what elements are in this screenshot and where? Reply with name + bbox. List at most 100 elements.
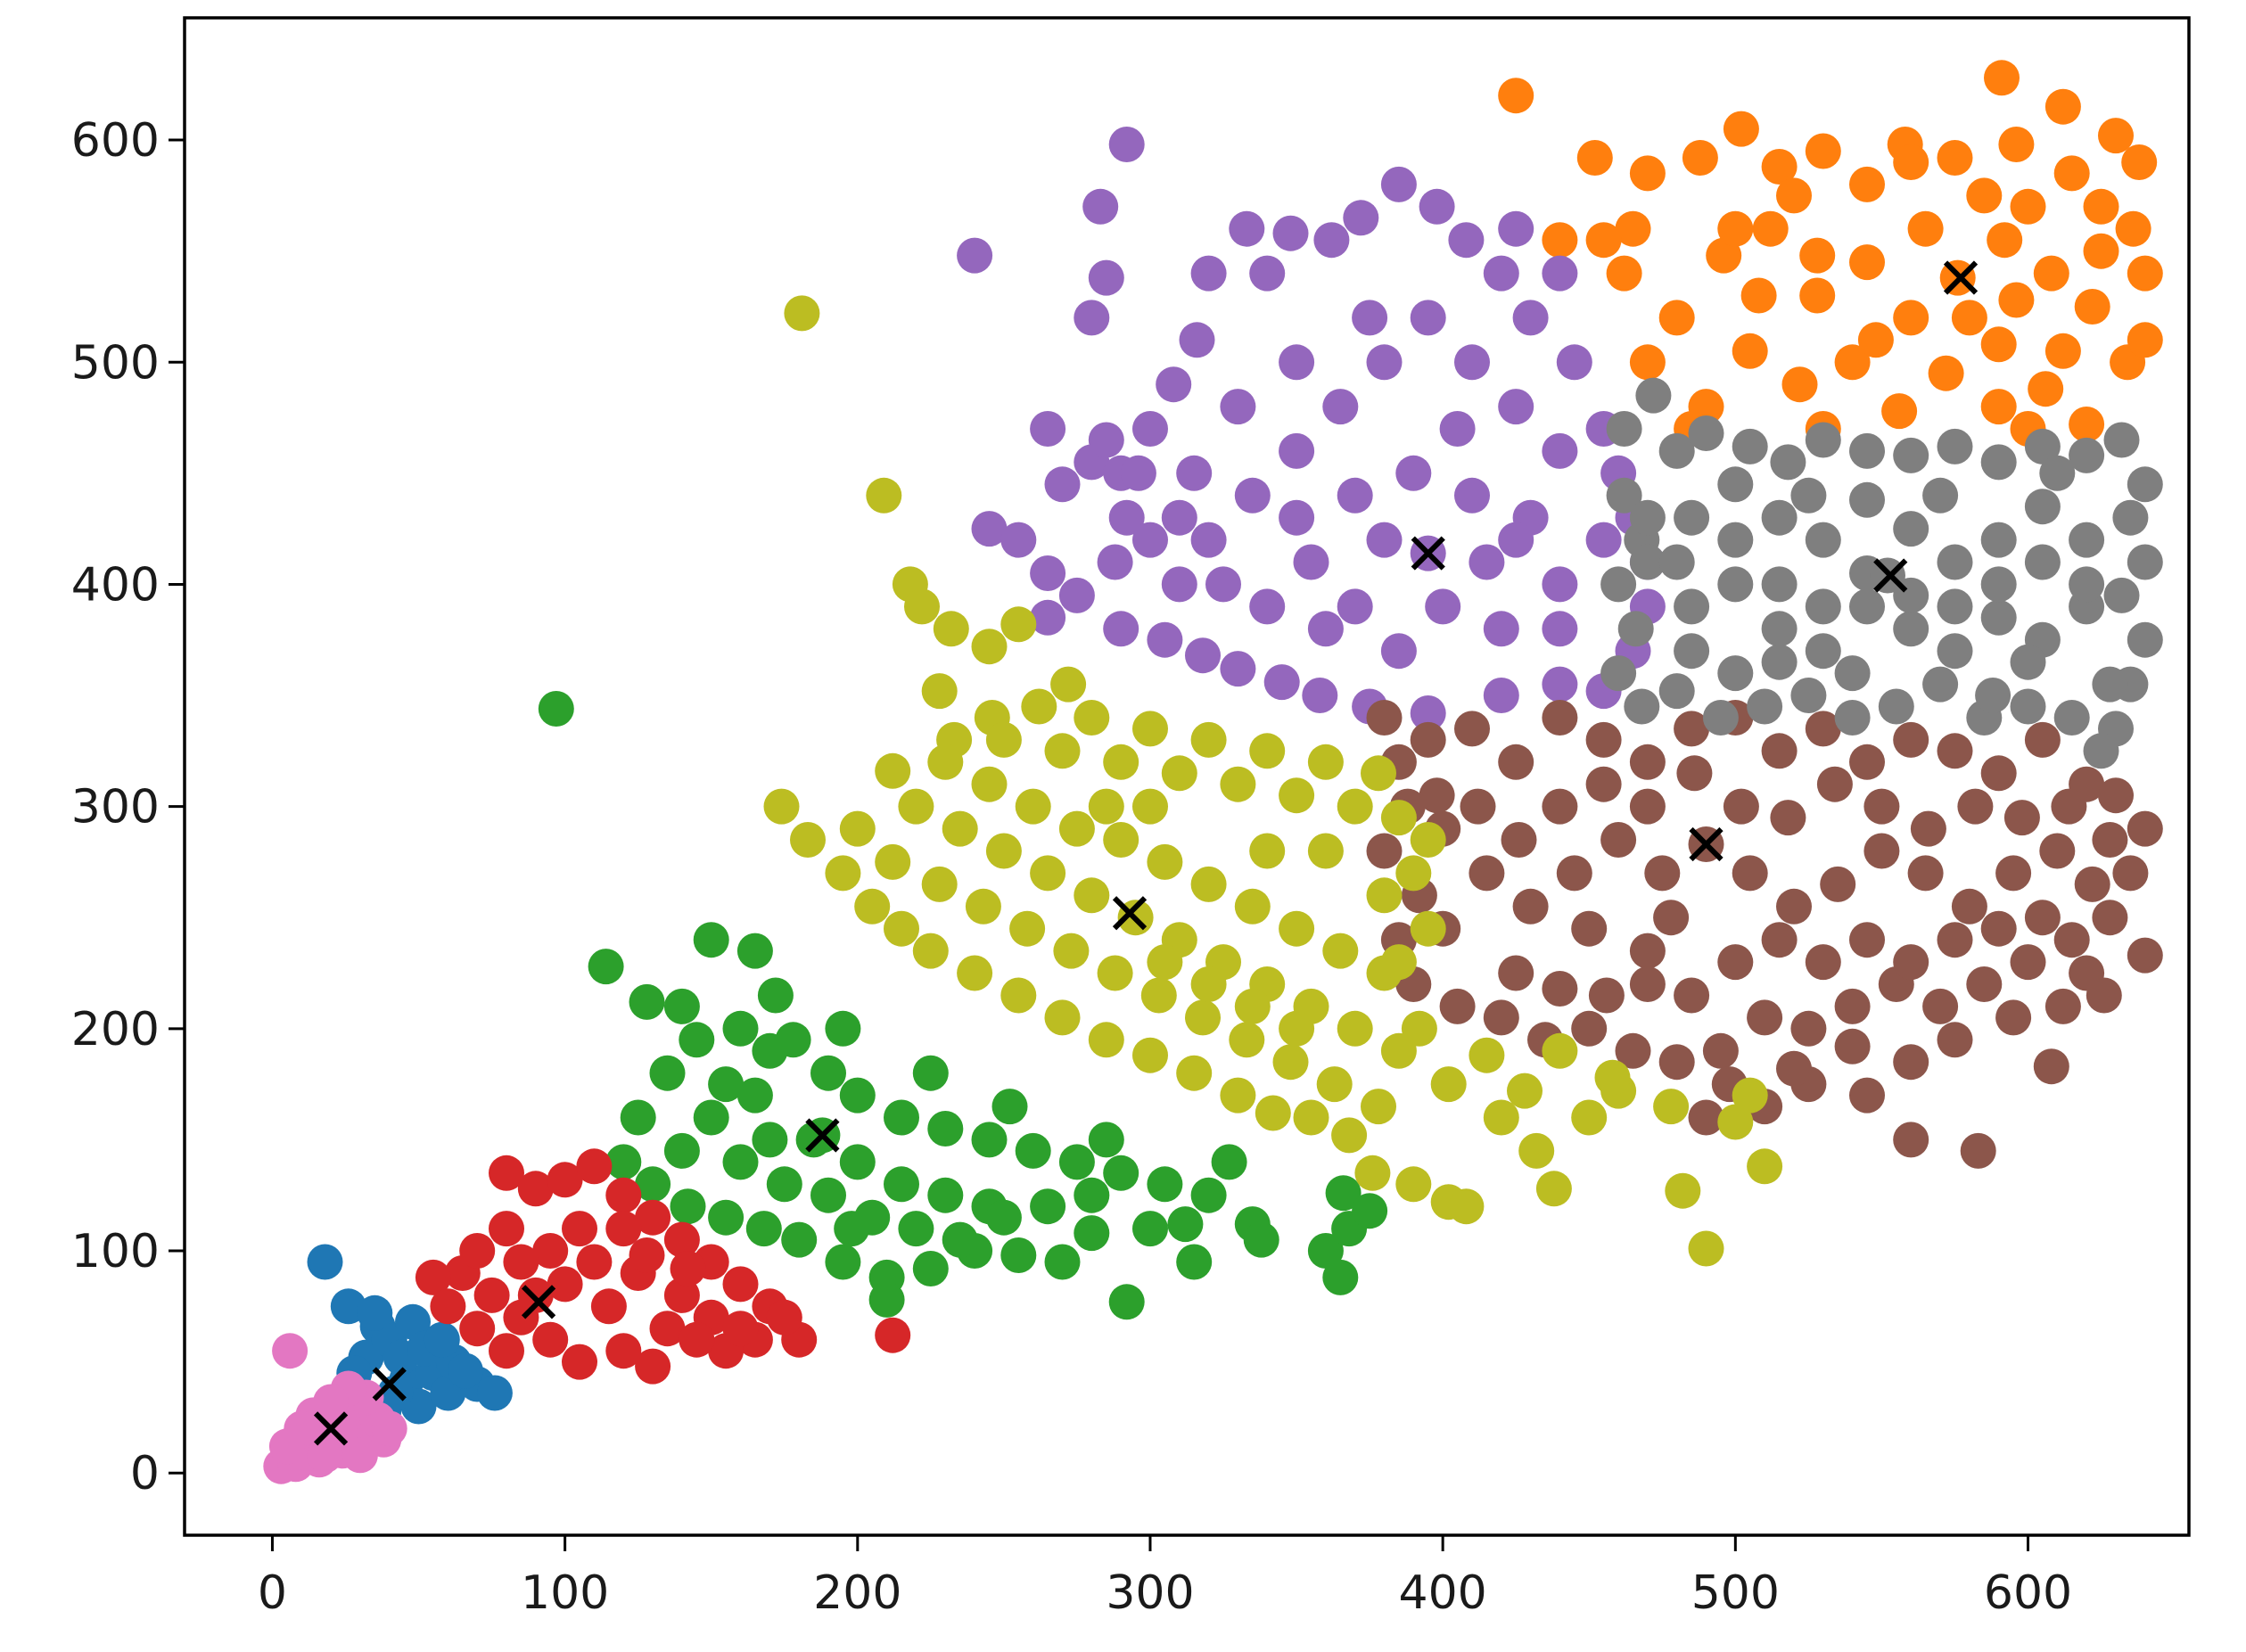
scatter-point-c4-53 bbox=[1279, 432, 1315, 469]
scatter-point-c8-65 bbox=[1058, 810, 1095, 847]
scatter-point-c3-24 bbox=[459, 1311, 496, 1347]
scatter-point-c8-110 bbox=[1088, 788, 1124, 825]
scatter-point-c5-79 bbox=[1893, 944, 1929, 981]
scatter-point-c7-32 bbox=[1624, 688, 1660, 725]
scatter-point-c8-32 bbox=[1448, 1188, 1485, 1225]
scatter-point-c5-73 bbox=[2051, 788, 2087, 825]
scatter-point-c8-0 bbox=[784, 295, 820, 332]
scatter-point-c4-85 bbox=[1498, 210, 1534, 247]
scatter-point-c5-56 bbox=[2039, 833, 2076, 869]
scatter-point-c5-30 bbox=[1702, 1032, 1739, 1069]
scatter-point-c8-97 bbox=[1053, 933, 1090, 969]
scatter-point-c5-107 bbox=[1542, 971, 1578, 1007]
scatter-point-c0-14 bbox=[357, 1294, 393, 1331]
x-tick-label-600: 600 bbox=[1984, 1566, 2072, 1620]
scatter-point-c4-79 bbox=[1542, 611, 1578, 647]
scatter-point-c2-2 bbox=[629, 983, 665, 1020]
scatter-point-c4-70 bbox=[1395, 455, 1432, 491]
scatter-point-c1-17 bbox=[1658, 300, 1695, 336]
scatter-point-c1-36 bbox=[2028, 371, 2064, 407]
scatter-point-c4-66 bbox=[1249, 588, 1286, 625]
scatter-point-c4-24 bbox=[1542, 666, 1578, 703]
scatter-point-c8-70 bbox=[1279, 910, 1315, 947]
scatter-point-c5-24 bbox=[1966, 966, 2003, 1002]
x-tick-label-200: 200 bbox=[813, 1566, 901, 1620]
scatter-point-c8-95 bbox=[965, 888, 1001, 925]
scatter-point-c1-14 bbox=[2098, 118, 2134, 154]
scatter-point-c3-25 bbox=[489, 1333, 524, 1369]
scatter-point-c4-84 bbox=[1176, 455, 1213, 491]
scatter-point-c8-26 bbox=[1255, 1095, 1291, 1131]
scatter-point-c3-1 bbox=[489, 1155, 524, 1191]
scatter-point-c0-21 bbox=[448, 1352, 483, 1389]
scatter-point-c8-27 bbox=[1293, 1099, 1329, 1136]
scatter-point-c5-22 bbox=[2053, 922, 2090, 958]
scatter-point-c7-50 bbox=[1717, 566, 1754, 603]
scatter-point-c4-83 bbox=[1220, 389, 1256, 425]
scatter-point-c8-104 bbox=[1361, 1089, 1396, 1125]
scatter-point-c2-13 bbox=[708, 1199, 745, 1236]
scatter-point-c4-82 bbox=[1279, 344, 1315, 381]
scatter-point-c4-50 bbox=[1161, 566, 1197, 603]
scatter-point-c1-51 bbox=[1951, 300, 1987, 336]
scatter-point-c8-94 bbox=[921, 866, 958, 902]
scatter-point-c5-50 bbox=[1776, 888, 1812, 925]
scatter-point-c5-87 bbox=[1849, 1077, 1885, 1114]
scatter-point-c5-53 bbox=[1907, 855, 1944, 892]
scatter-point-c1-44 bbox=[2053, 155, 2090, 192]
scatter-point-c7-30 bbox=[1702, 700, 1739, 736]
scatter-point-c3-42 bbox=[629, 1237, 665, 1273]
scatter-point-c5-36 bbox=[1439, 988, 1476, 1024]
scatter-point-c3-27 bbox=[576, 1244, 613, 1280]
scatter-point-c7-74 bbox=[2010, 644, 2046, 680]
scatter-point-c8-48 bbox=[1653, 1089, 1690, 1125]
scatter-point-c4-65 bbox=[1293, 544, 1329, 580]
scatter-point-c5-10 bbox=[1805, 711, 1841, 747]
x-tick-label-400: 400 bbox=[1399, 1566, 1487, 1620]
scatter-point-c4-42 bbox=[1190, 255, 1227, 292]
scatter-point-c3-29 bbox=[663, 1277, 700, 1313]
scatter-point-c3-37 bbox=[679, 1321, 715, 1358]
scatter-point-c3-22 bbox=[415, 1259, 451, 1295]
scatter-point-c3-31 bbox=[547, 1266, 583, 1303]
scatter-point-c1-12 bbox=[1998, 127, 2035, 162]
scatter-point-c2-1 bbox=[588, 949, 624, 985]
scatter-point-c1-35 bbox=[1980, 326, 2017, 363]
scatter-point-c5-12 bbox=[1893, 721, 1929, 758]
scatter-point-c7-46 bbox=[1980, 522, 2017, 558]
scatter-point-c8-14 bbox=[790, 822, 826, 858]
scatter-point-c2-32 bbox=[1325, 1175, 1362, 1212]
scatter-point-c3-33 bbox=[459, 1233, 496, 1269]
scatter-point-c2-64 bbox=[752, 1032, 788, 1069]
scatter-point-c8-17 bbox=[884, 910, 919, 947]
scatter-point-c4-54 bbox=[1322, 389, 1359, 425]
scatter-point-c8-108 bbox=[1279, 1010, 1315, 1047]
scatter-point-c1-41 bbox=[1907, 210, 1944, 247]
scatter-point-c4-44 bbox=[1156, 366, 1192, 403]
scatter-point-c1-6 bbox=[1723, 111, 1759, 147]
scatter-point-c7-33 bbox=[1600, 655, 1637, 692]
scatter-point-c3-5 bbox=[605, 1177, 642, 1213]
scatter-point-c2-61 bbox=[1030, 1188, 1066, 1225]
scatter-point-c7-29 bbox=[1747, 688, 1783, 725]
scatter-point-c2-4 bbox=[736, 933, 773, 969]
scatter-point-c4-55 bbox=[1366, 344, 1403, 381]
scatter-point-c2-71 bbox=[834, 1211, 870, 1247]
scatter-point-c3-15 bbox=[635, 1348, 671, 1385]
scatter-point-c5-35 bbox=[1483, 999, 1519, 1036]
scatter-point-c4-5 bbox=[1030, 411, 1066, 447]
scatter-point-c2-55 bbox=[766, 1166, 802, 1203]
scatter-point-c7-26 bbox=[1878, 688, 1914, 725]
scatter-point-c4-72 bbox=[1498, 522, 1534, 558]
scatter-point-c5-57 bbox=[2074, 866, 2110, 902]
scatter-point-c2-52 bbox=[693, 1099, 729, 1136]
scatter-point-c2-6 bbox=[722, 1010, 759, 1047]
scatter-point-c7-73 bbox=[1658, 544, 1695, 580]
scatter-point-c7-79 bbox=[1975, 678, 2012, 713]
scatter-point-c2-7 bbox=[679, 1022, 715, 1058]
scatter-point-c4-7 bbox=[1088, 422, 1124, 458]
scatter-point-c2-51 bbox=[736, 1077, 773, 1114]
y-tick-label-300: 300 bbox=[71, 781, 160, 834]
scatter-point-c7-41 bbox=[1761, 499, 1798, 536]
scatter-point-c8-18 bbox=[912, 933, 949, 969]
